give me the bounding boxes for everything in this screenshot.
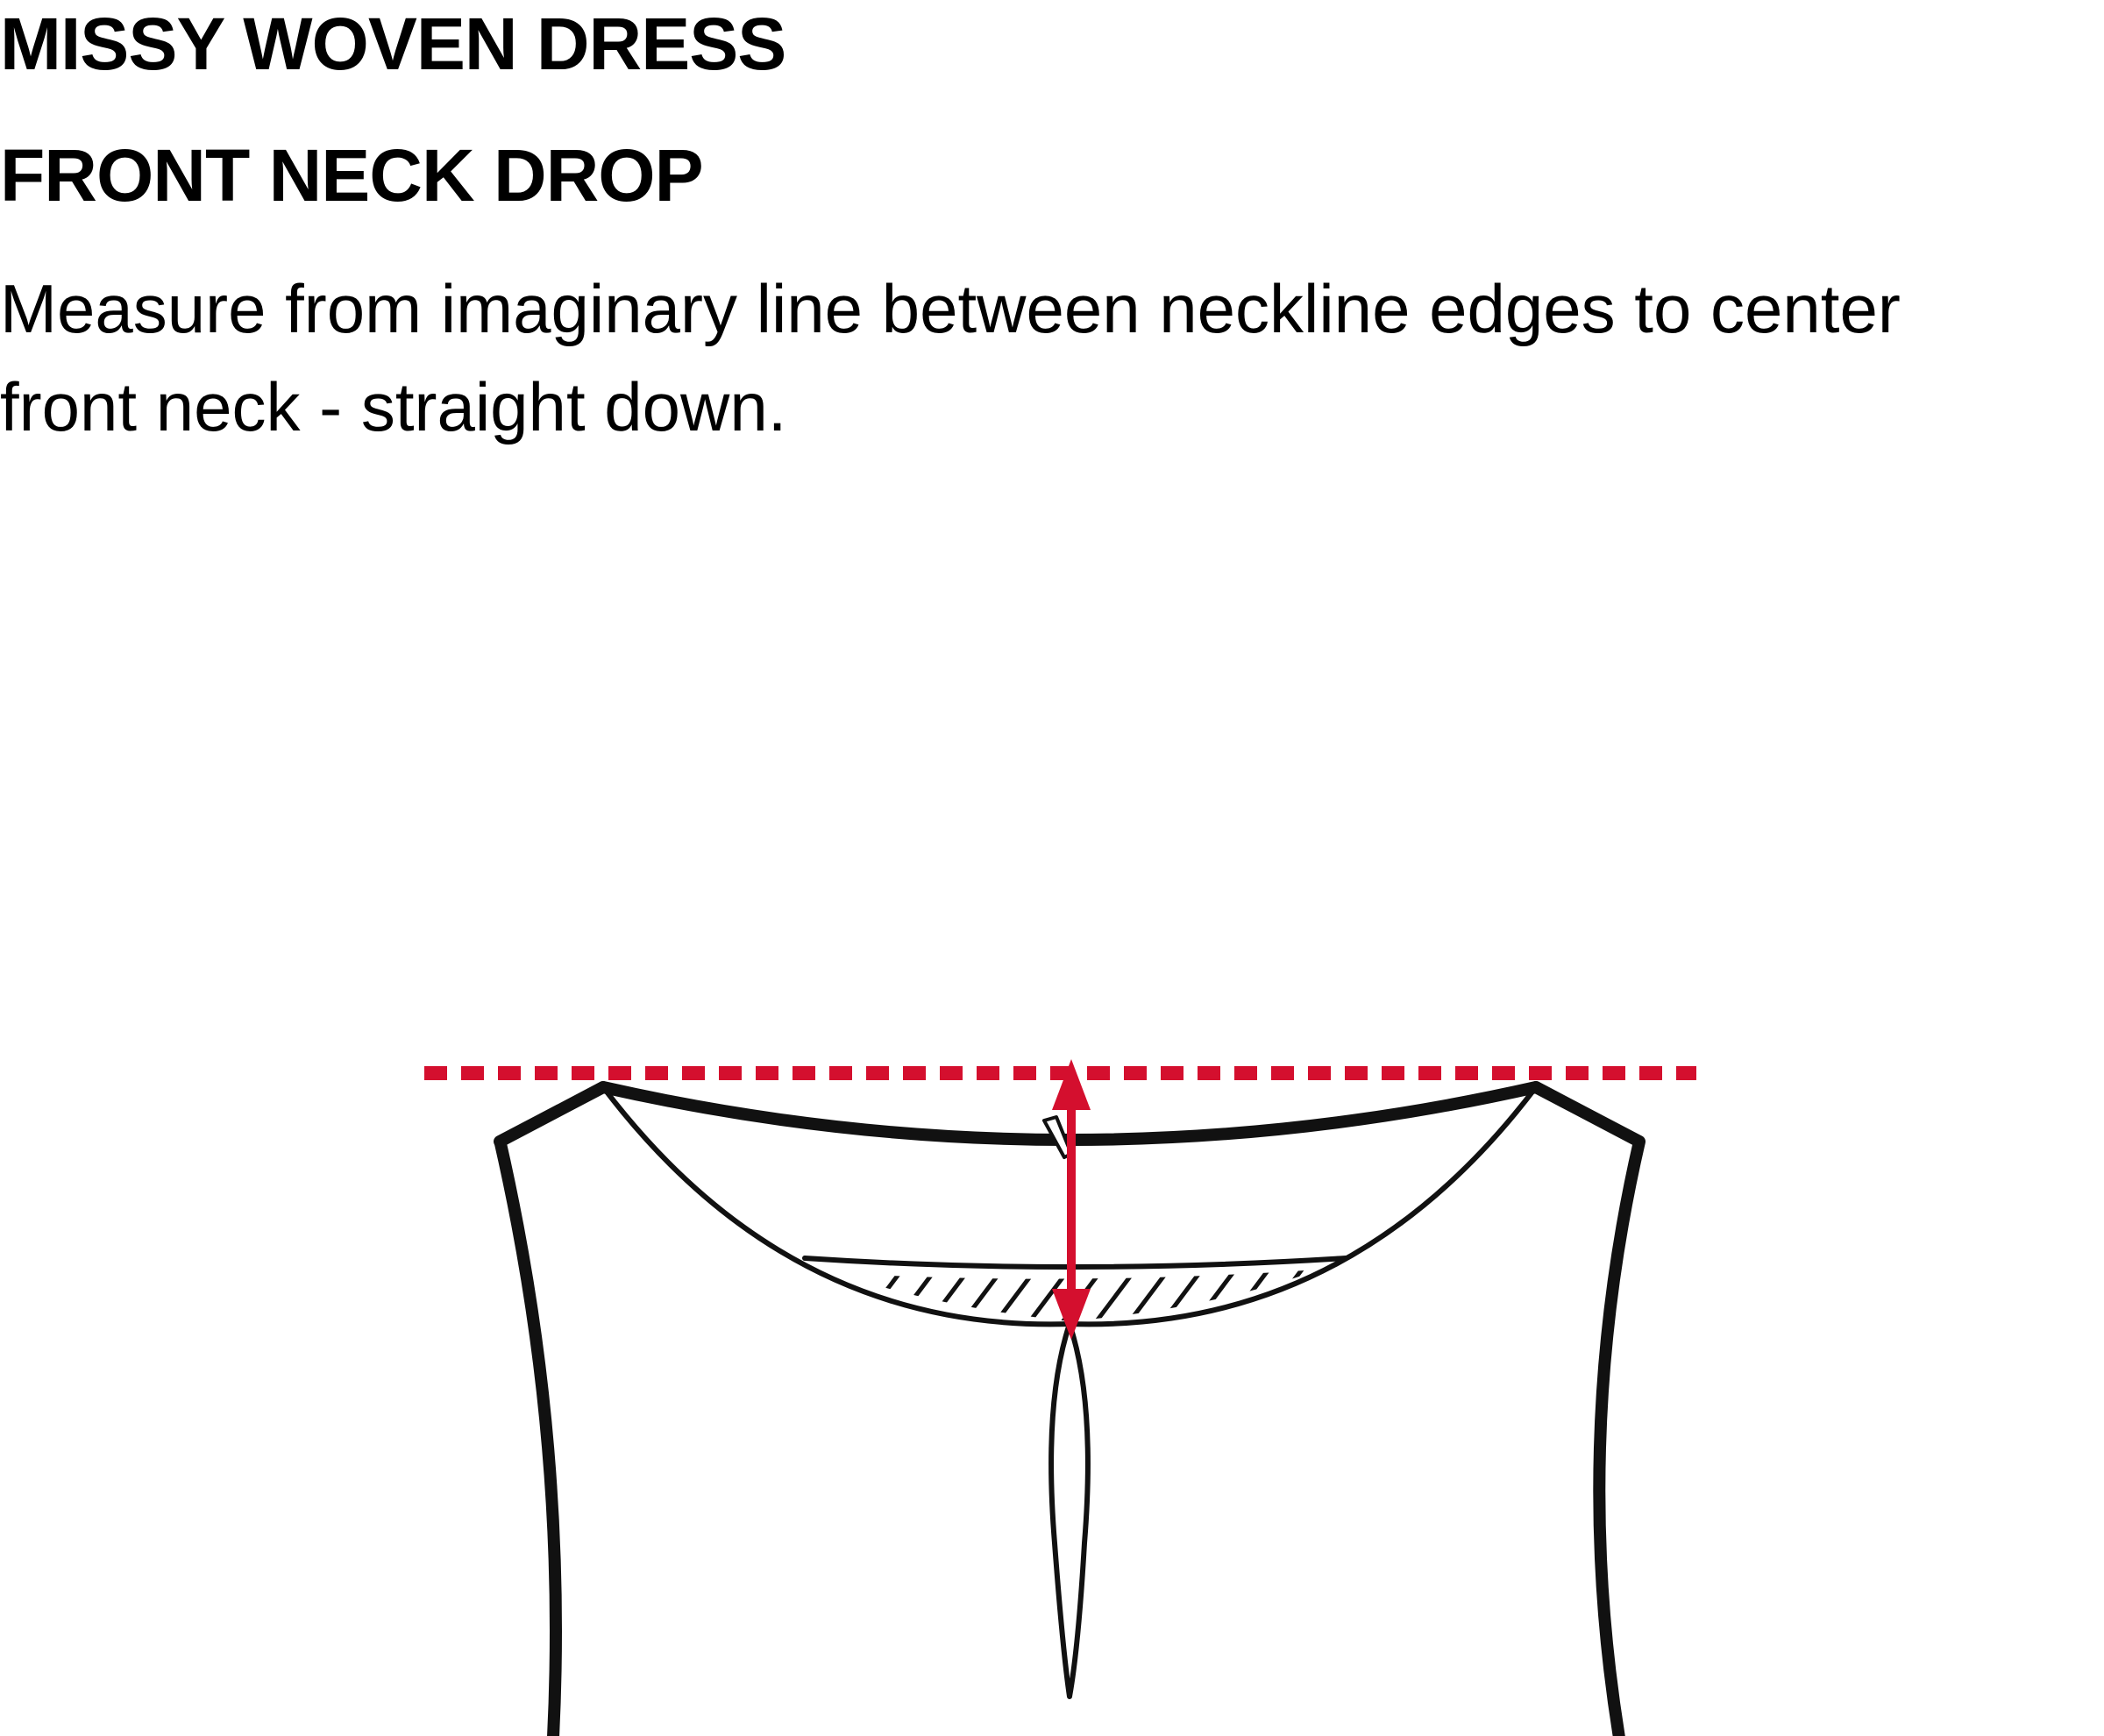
measurement-instructions: Measure from imaginary line between neck… — [0, 270, 1901, 445]
left-side-seam — [494, 1138, 562, 1736]
right-side-seam — [1593, 1140, 1646, 1736]
arrow-head-down — [1052, 1289, 1091, 1340]
neck-drop-measure-arrow — [1052, 1059, 1091, 1340]
center-front-keyhole — [1048, 1321, 1091, 1699]
arrow-head-up — [1052, 1059, 1091, 1110]
measurement-title: FRONT NECK DROP — [0, 134, 704, 217]
left-shoulder-line — [494, 1081, 609, 1148]
page-title: MISSY WOVEN DRESS — [0, 3, 786, 85]
right-shoulder-line — [1530, 1081, 1646, 1148]
